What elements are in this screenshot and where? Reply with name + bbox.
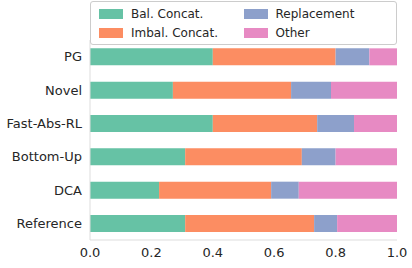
svg-text:Bottom-Up: Bottom-Up bbox=[12, 149, 82, 164]
svg-text:Fast-Abs-RL: Fast-Abs-RL bbox=[8, 116, 83, 131]
html-text:Imbal. Concat.: Imbal. Concat. bbox=[131, 25, 218, 40]
svg-text:Reference: Reference bbox=[17, 216, 82, 231]
svg-text:0.0: 0.0 bbox=[80, 245, 101, 260]
svg-text:0.6: 0.6 bbox=[264, 245, 285, 260]
svg-text:DCA: DCA bbox=[54, 183, 82, 198]
svg-text:Novel: Novel bbox=[45, 83, 82, 98]
svg-text:0.8: 0.8 bbox=[325, 245, 346, 260]
svg-text:0.4: 0.4 bbox=[202, 245, 223, 260]
html-text:Bal. Concat.: Bal. Concat. bbox=[131, 6, 204, 21]
html-text:Replacement: Replacement bbox=[275, 6, 355, 21]
html-text:Other: Other bbox=[275, 25, 310, 40]
svg-text:PG: PG bbox=[64, 49, 82, 64]
svg-text:1.0: 1.0 bbox=[387, 245, 404, 260]
svg-text:0.2: 0.2 bbox=[141, 245, 162, 260]
